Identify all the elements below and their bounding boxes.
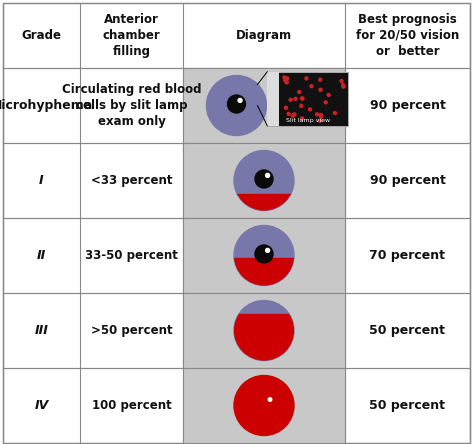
Circle shape: [293, 113, 296, 116]
Bar: [3, 368, 470, 443]
Text: II: II: [37, 249, 46, 262]
Circle shape: [342, 85, 345, 88]
Bar: [3, 3, 470, 68]
Text: Grade: Grade: [21, 29, 62, 42]
Circle shape: [234, 376, 294, 436]
Bar: [234, 194, 294, 210]
Circle shape: [268, 398, 272, 401]
Circle shape: [265, 174, 270, 178]
Bar: [267, 72, 348, 126]
Text: 100 percent: 100 percent: [91, 399, 172, 412]
Circle shape: [255, 170, 273, 188]
Circle shape: [285, 81, 288, 84]
Bar: [3, 218, 470, 293]
Text: 90 percent: 90 percent: [370, 99, 446, 112]
Bar: [183, 68, 345, 143]
Circle shape: [300, 104, 303, 107]
Text: 50 percent: 50 percent: [370, 324, 446, 337]
Circle shape: [333, 111, 337, 115]
Circle shape: [319, 119, 321, 123]
Circle shape: [316, 113, 319, 116]
Circle shape: [309, 108, 311, 111]
Circle shape: [286, 77, 289, 80]
Bar: [267, 72, 279, 126]
Bar: [3, 143, 470, 218]
Text: I: I: [39, 174, 44, 187]
Circle shape: [319, 78, 322, 81]
Circle shape: [310, 85, 313, 87]
Circle shape: [207, 75, 266, 135]
Text: III: III: [35, 324, 48, 337]
Circle shape: [324, 101, 327, 104]
Text: Circulating red blood
cells by slit lamp
exam only: Circulating red blood cells by slit lamp…: [62, 83, 201, 128]
Text: 70 percent: 70 percent: [370, 249, 446, 262]
Circle shape: [340, 79, 343, 83]
Circle shape: [283, 76, 286, 79]
Circle shape: [319, 88, 322, 91]
Circle shape: [234, 226, 294, 285]
Bar: [3, 293, 470, 368]
Circle shape: [301, 97, 303, 100]
Bar: [234, 314, 294, 361]
Text: 90 percent: 90 percent: [370, 174, 446, 187]
Bar: [183, 368, 345, 443]
Circle shape: [298, 91, 301, 93]
Text: 50 percent: 50 percent: [370, 399, 446, 412]
Circle shape: [234, 151, 294, 210]
Circle shape: [284, 106, 287, 109]
Text: Diagram: Diagram: [236, 29, 292, 42]
Bar: [234, 258, 294, 285]
Circle shape: [305, 77, 308, 80]
Circle shape: [238, 99, 242, 103]
Circle shape: [284, 79, 287, 82]
Circle shape: [228, 95, 246, 113]
Circle shape: [294, 97, 297, 100]
Circle shape: [287, 112, 290, 115]
Text: >50 percent: >50 percent: [91, 324, 173, 337]
Circle shape: [265, 249, 270, 252]
Circle shape: [289, 98, 292, 101]
Circle shape: [342, 83, 345, 87]
Text: Microhyphema: Microhyphema: [0, 99, 93, 112]
Circle shape: [319, 115, 323, 118]
Circle shape: [327, 93, 330, 96]
Circle shape: [234, 301, 294, 361]
Circle shape: [301, 117, 303, 120]
Circle shape: [255, 245, 273, 263]
Bar: [183, 293, 345, 368]
Text: Anterior
chamber
filling: Anterior chamber filling: [103, 13, 160, 58]
Bar: [183, 143, 345, 218]
Text: 33-50 percent: 33-50 percent: [85, 249, 178, 262]
Bar: [183, 218, 345, 293]
Text: IV: IV: [35, 399, 49, 412]
Text: <33 percent: <33 percent: [91, 174, 172, 187]
Circle shape: [301, 97, 304, 100]
Circle shape: [319, 114, 322, 116]
Text: Best prognosis
for 20/50 vision
or  better: Best prognosis for 20/50 vision or bette…: [356, 13, 459, 58]
Text: Slit lamp view: Slit lamp view: [286, 118, 330, 123]
Bar: [3, 68, 470, 143]
Circle shape: [292, 114, 294, 117]
